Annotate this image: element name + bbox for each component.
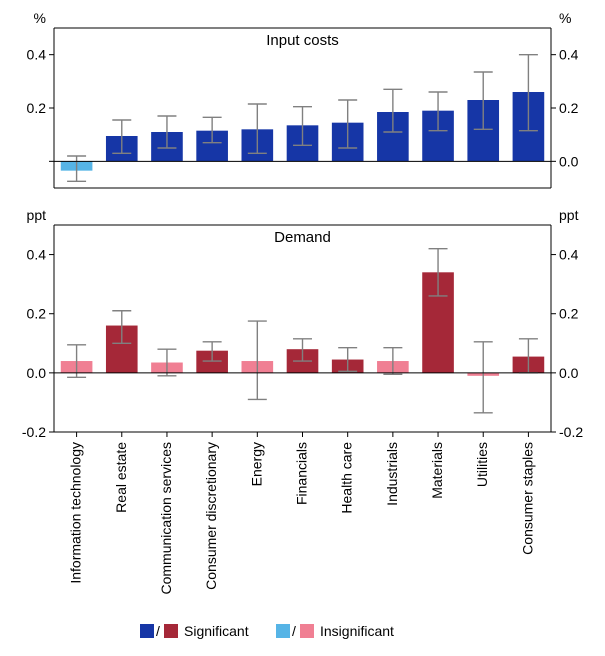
category-label: Consumer staples [519,442,535,555]
category-label: Materials [429,442,445,499]
ytick-label: -0.2 [22,424,46,440]
legend-swatch [164,624,178,638]
legend-swatch [300,624,314,638]
category-label: Financials [294,442,310,505]
category-label: Health care [339,442,355,514]
legend-sep: / [156,623,160,639]
category-label: Information technology [68,442,84,584]
category-label: Industrials [384,442,400,506]
axis-unit: % [34,10,46,26]
panel-title: Input costs [266,32,339,49]
axis-unit: ppt [27,207,47,223]
ytick-label: 0.0 [27,365,47,381]
category-label: Communication services [158,442,174,595]
category-label: Real estate [113,442,129,513]
chart-container: 0.0 0.2 0.2 0.4 0.4%% Input costs -0.2 -0.2 0.0 0… [0,0,605,656]
legend-swatch [140,624,154,638]
category-label: Consumer discretionary [203,442,219,590]
ytick-label: -0.2 [559,424,583,440]
legend-sep: / [292,623,296,639]
ytick-label: 0.0 [559,153,579,169]
legend: / Significant / Insignificant [140,623,394,639]
legend-swatch [276,624,290,638]
chart-svg: 0.0 0.2 0.2 0.4 0.4%% Input costs -0.2 -0.2 0.0 0… [0,0,605,656]
legend-label-insignificant: Insignificant [320,623,394,639]
ytick-label: 0.2 [27,100,47,116]
ytick-label: 0.0 [559,365,579,381]
axis-unit: % [559,10,571,26]
ytick-label: 0.4 [27,247,47,263]
ytick-label: 0.4 [559,247,579,263]
ytick-label: 0.2 [559,306,579,322]
category-label: Utilities [474,442,490,487]
axis-unit: ppt [559,207,579,223]
ytick-label: 0.2 [27,306,47,322]
ytick-label: 0.4 [27,47,47,63]
panel-title: Demand [274,229,331,246]
legend-label-significant: Significant [184,623,249,639]
category-label: Energy [248,442,264,486]
ytick-label: 0.4 [559,47,579,63]
ytick-label: 0.2 [559,100,579,116]
